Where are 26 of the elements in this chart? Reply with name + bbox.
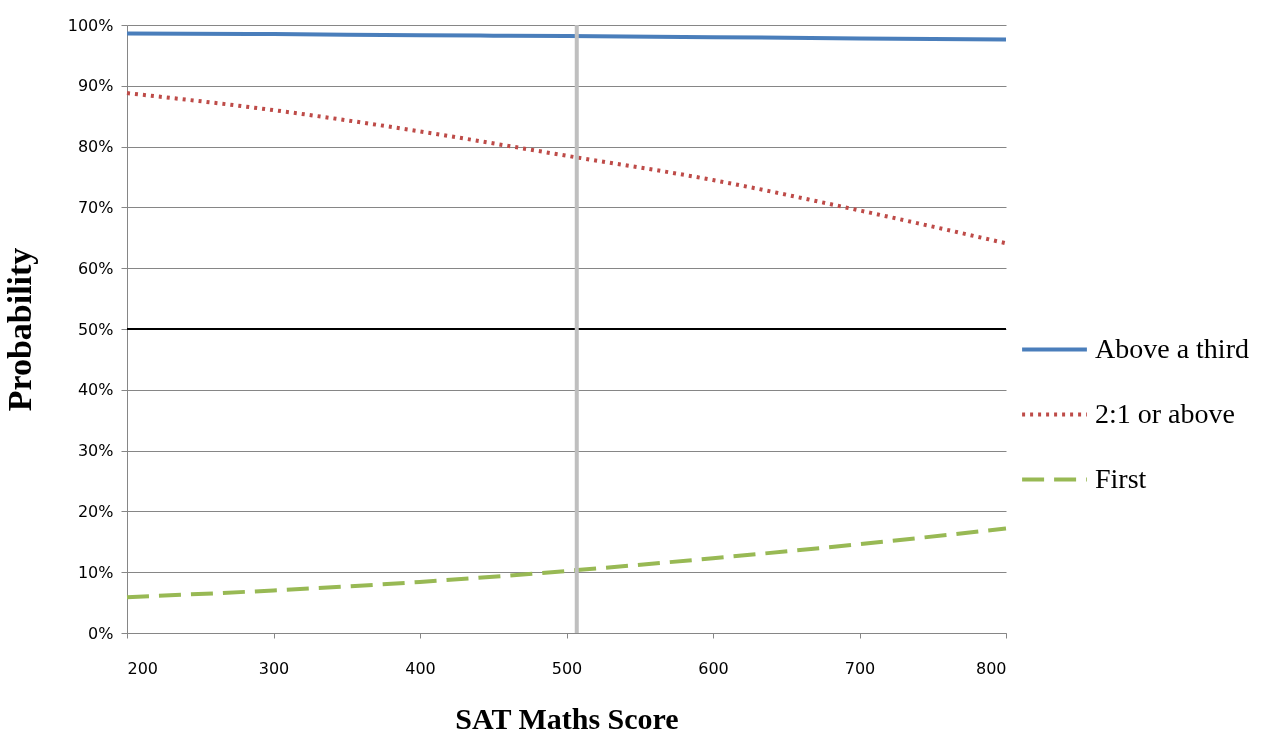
y-tick-label: 50% — [77, 319, 114, 339]
x-axis-title: SAT Maths Score — [455, 701, 679, 735]
x-tick-label: 600 — [698, 658, 729, 678]
x-tick-label: 800 — [975, 658, 1007, 678]
legend-label: First — [1095, 462, 1147, 494]
y-tick-label: 100% — [67, 15, 114, 35]
line-series — [125, 526, 1008, 600]
x-tick-label: 500 — [551, 658, 583, 678]
x-tick-label: 400 — [405, 658, 436, 678]
y-tick-label: 10% — [77, 562, 114, 582]
x-tick-label: 300 — [258, 658, 290, 678]
y-tick-label: 0% — [88, 623, 114, 643]
y-tick-label: 60% — [77, 258, 114, 278]
legend-label: 2:1 or above — [1095, 397, 1235, 429]
x-tick-label: 700 — [844, 658, 876, 678]
y-tick-label: 40% — [77, 380, 114, 400]
line-series — [125, 31, 1008, 42]
y-axis-title: Probability — [0, 247, 38, 412]
y-tick-label: 70% — [77, 197, 114, 217]
line-series — [125, 91, 1008, 246]
y-tick-label: 80% — [77, 137, 114, 157]
y-tick-label: 90% — [77, 76, 114, 96]
x-tick-label: 200 — [127, 658, 159, 678]
legend-label: Above a third — [1095, 332, 1249, 364]
y-tick-label: 30% — [77, 441, 114, 461]
y-tick-label: 20% — [77, 501, 114, 521]
